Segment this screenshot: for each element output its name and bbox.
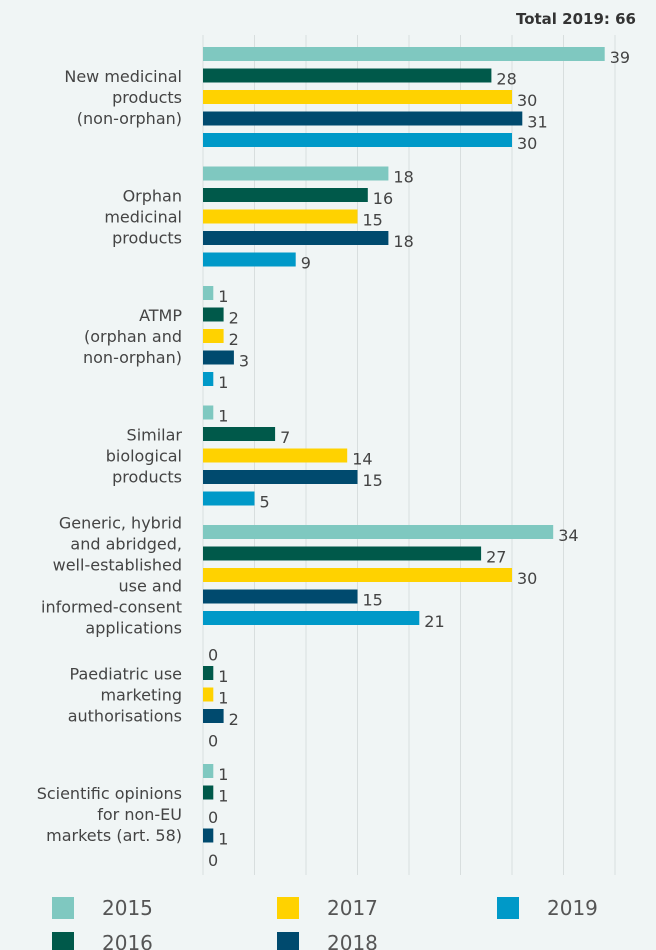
value-label: 30 xyxy=(517,134,537,153)
bar xyxy=(203,111,523,126)
value-label: 1 xyxy=(218,667,228,686)
bar xyxy=(203,68,492,83)
value-label: 1 xyxy=(218,407,228,426)
value-label: 9 xyxy=(301,254,311,273)
category-label: Paediatric use marketing authorisations xyxy=(68,665,182,726)
chart-title: Total 2019: 66 xyxy=(516,10,636,28)
legend-label: 2017 xyxy=(327,896,378,920)
bar xyxy=(203,491,255,506)
value-label: 16 xyxy=(373,189,393,208)
bar xyxy=(203,47,605,61)
bar xyxy=(203,350,234,365)
category-label: Generic, hybrid and abridged, well-establi… xyxy=(41,514,182,638)
category-label: Orphan medicinal products xyxy=(104,187,182,248)
bar xyxy=(203,307,224,322)
bar xyxy=(203,709,224,723)
value-label: 31 xyxy=(527,113,547,132)
bar xyxy=(203,611,420,625)
legend-label: 2016 xyxy=(102,931,153,950)
value-label: 30 xyxy=(517,91,537,110)
value-label: 39 xyxy=(610,48,630,67)
value-label: 1 xyxy=(218,373,228,392)
value-label: 3 xyxy=(239,352,249,371)
value-label: 1 xyxy=(218,830,228,849)
value-label: 28 xyxy=(496,70,516,89)
value-label: 1 xyxy=(218,787,228,806)
bar xyxy=(203,372,214,386)
value-label: 2 xyxy=(229,710,239,729)
value-label: 1 xyxy=(218,287,228,306)
bar xyxy=(203,687,214,702)
value-label: 27 xyxy=(486,548,506,567)
bar xyxy=(203,828,214,843)
value-label: 18 xyxy=(393,168,413,187)
bar xyxy=(203,188,368,202)
legend-swatch xyxy=(277,897,299,919)
value-label: 15 xyxy=(363,471,383,490)
value-label: 15 xyxy=(363,211,383,230)
value-label: 21 xyxy=(424,612,444,631)
bar xyxy=(203,133,512,147)
legend-label: 2015 xyxy=(102,896,153,920)
bar xyxy=(203,252,296,267)
value-label: 7 xyxy=(280,428,290,447)
value-label: 15 xyxy=(363,591,383,610)
legend-label: 2019 xyxy=(547,896,598,920)
value-label: 5 xyxy=(260,493,270,512)
bar xyxy=(203,405,214,420)
bar xyxy=(203,166,389,181)
bar xyxy=(203,231,389,245)
bar xyxy=(203,448,348,463)
category-label: ATMP (orphan and non-orphan) xyxy=(83,306,182,367)
legend-swatch xyxy=(497,897,519,919)
value-label: 30 xyxy=(517,569,537,588)
bar xyxy=(203,286,214,300)
bar xyxy=(203,329,224,343)
category-label: New medicinal products (non-orphan) xyxy=(64,67,182,128)
bar xyxy=(203,427,276,441)
bar xyxy=(203,470,358,484)
value-label: 2 xyxy=(229,330,239,349)
bar xyxy=(203,589,358,604)
bar xyxy=(203,666,214,680)
bar xyxy=(203,525,554,539)
bar xyxy=(203,764,214,778)
legend-label: 2018 xyxy=(327,931,378,950)
value-label: 34 xyxy=(558,526,578,545)
legend-swatch xyxy=(52,897,74,919)
category-label: Similar biological products xyxy=(106,426,183,487)
value-label: 2 xyxy=(229,309,239,328)
bar xyxy=(203,785,214,800)
value-label: 1 xyxy=(218,689,228,708)
value-label: 0 xyxy=(208,808,218,827)
category-label: Scientific opinions for non-EU markets (ar… xyxy=(37,784,182,845)
legend-swatch xyxy=(52,932,74,950)
value-label: 1 xyxy=(218,765,228,784)
value-label: 0 xyxy=(208,646,218,665)
value-label: 0 xyxy=(208,732,218,751)
value-label: 14 xyxy=(352,450,372,469)
bar xyxy=(203,209,358,224)
value-label: 18 xyxy=(393,232,413,251)
value-label: 0 xyxy=(208,851,218,870)
legend-swatch xyxy=(277,932,299,950)
bar xyxy=(203,546,482,561)
bar xyxy=(203,90,512,104)
bar xyxy=(203,568,512,582)
